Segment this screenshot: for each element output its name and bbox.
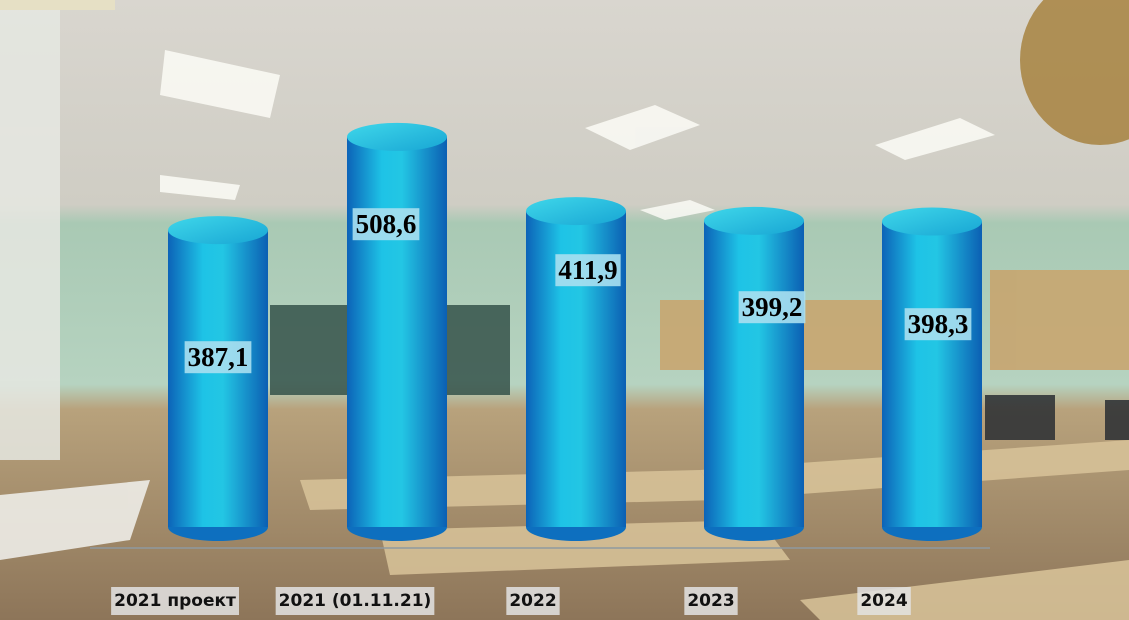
x-tick-label: 2023 [687,591,734,611]
cylinder-top [168,216,268,244]
value-label: 508,6 [356,209,417,239]
bar [347,137,447,527]
cylinder-top [526,197,626,225]
bar [168,230,268,527]
bar [882,222,982,527]
value-label: 398,3 [908,309,969,339]
cylinder-top [704,207,804,235]
page: {"chart_data": {"type": "bar", "categori… [0,0,1129,620]
value-label: 399,2 [742,292,803,322]
bar [704,221,804,527]
x-tick-label: 2021 (01.11.21) [279,591,432,611]
cylinder-top [882,208,982,236]
cylinder-top [347,123,447,151]
x-tick-label: 2021 проект [114,591,236,611]
x-tick-label: 2022 [509,591,556,611]
chart: 387,1 2021 проект 508,6 2021 (01.11.21) 411,… [0,0,1129,620]
value-label: 411,9 [558,255,617,285]
value-label: 387,1 [188,342,249,372]
x-tick-label: 2024 [860,591,907,611]
